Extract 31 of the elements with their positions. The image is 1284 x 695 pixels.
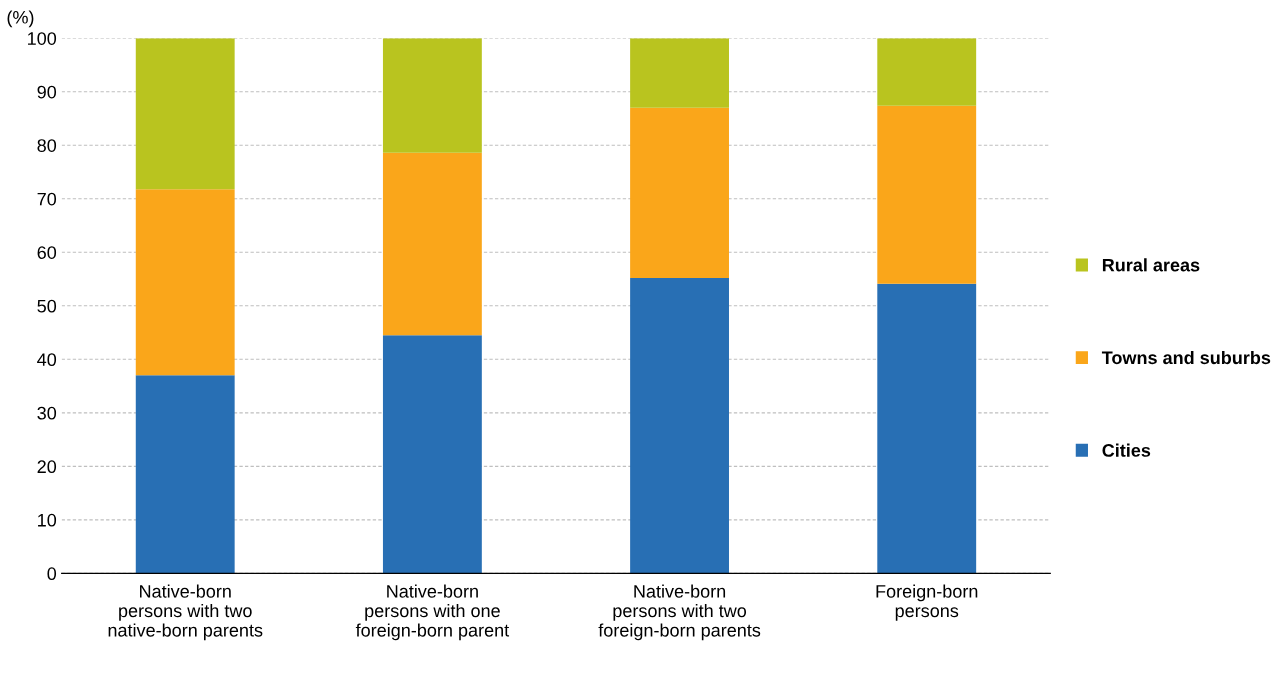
y-tick-label: 90 bbox=[37, 85, 57, 99]
bar bbox=[382, 38, 482, 153]
bar bbox=[630, 277, 729, 574]
y-tick-label: 70 bbox=[37, 192, 57, 206]
bar bbox=[630, 38, 729, 108]
y-tick-label: 20 bbox=[37, 460, 57, 474]
bar bbox=[382, 152, 482, 336]
bar bbox=[877, 283, 977, 574]
y-tick-label: 50 bbox=[37, 299, 57, 313]
y-tick-label: 30 bbox=[37, 406, 57, 420]
y-tick-label: 60 bbox=[37, 246, 57, 260]
y-tick-label: 40 bbox=[37, 353, 57, 367]
x-tick-label: Native-born persons with one foreign-born parent bbox=[355, 584, 510, 641]
x-tick-label: Foreign-born persons bbox=[876, 584, 978, 621]
y-tick-label: 80 bbox=[37, 139, 57, 152]
y-tick-label: 100 bbox=[28, 32, 57, 45]
x-tick-label: Native-born persons with two native-born parents bbox=[108, 584, 263, 641]
legend-label: Cities bbox=[1102, 443, 1151, 457]
bar bbox=[382, 335, 482, 574]
legend-label: Rural areas bbox=[1102, 258, 1200, 272]
x-tick-label: Native-born persons with two foreign-born parents bbox=[598, 584, 761, 641]
y-axis-title: (%) bbox=[7, 10, 34, 28]
bar bbox=[877, 38, 977, 106]
legend-label: Towns and suburbs bbox=[1101, 350, 1271, 365]
bar bbox=[877, 105, 977, 284]
bar bbox=[630, 107, 729, 278]
bar bbox=[135, 375, 235, 574]
y-tick-label: 10 bbox=[38, 513, 57, 527]
bar bbox=[135, 189, 235, 376]
y-tick-label: 0 bbox=[47, 567, 57, 581]
bar bbox=[135, 38, 235, 190]
